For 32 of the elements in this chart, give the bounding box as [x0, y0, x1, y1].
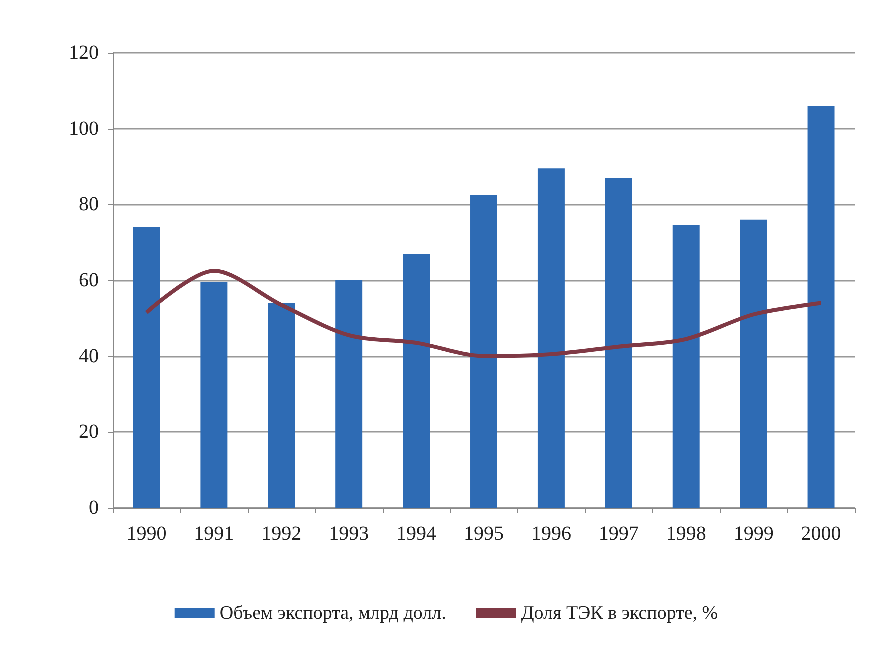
- bar: [808, 106, 835, 508]
- y-tick-label: 40: [79, 345, 99, 368]
- x-tick-label: 1995: [464, 523, 504, 545]
- bar: [470, 195, 498, 508]
- bar: [200, 282, 228, 508]
- bar: [740, 220, 768, 508]
- y-tick-label: 60: [79, 270, 99, 292]
- x-tick-label: 1994: [396, 523, 437, 545]
- x-tick-label: 1999: [734, 523, 774, 545]
- x-tick-label: 1990: [126, 523, 167, 545]
- line-series: [144, 269, 824, 358]
- legend-label: Объем экспорта, млрд долл.: [220, 603, 446, 624]
- x-tick-label: 1992: [262, 523, 302, 545]
- x-tick-label: 2000: [801, 523, 842, 545]
- y-tick-label: 120: [69, 42, 99, 64]
- y-tick-label: 80: [79, 194, 99, 216]
- y-tick-label: 0: [89, 497, 99, 519]
- bar: [538, 168, 565, 508]
- bar: [605, 178, 632, 508]
- x-tick-label: 1993: [329, 523, 370, 545]
- x-tick-label: 1991: [194, 523, 234, 545]
- bar: [672, 226, 700, 508]
- y-tick-label: 20: [79, 421, 99, 444]
- x-tick-label: 1998: [666, 523, 706, 545]
- x-tick-label: 1997: [598, 523, 639, 545]
- y-tick-label: 100: [69, 118, 99, 140]
- legend-label: Доля ТЭК в экспорте, %: [521, 603, 718, 624]
- bar: [403, 254, 430, 508]
- bar: [336, 280, 363, 508]
- bar: [268, 303, 296, 508]
- bar: [133, 227, 160, 508]
- x-tick-label: 1996: [531, 523, 572, 545]
